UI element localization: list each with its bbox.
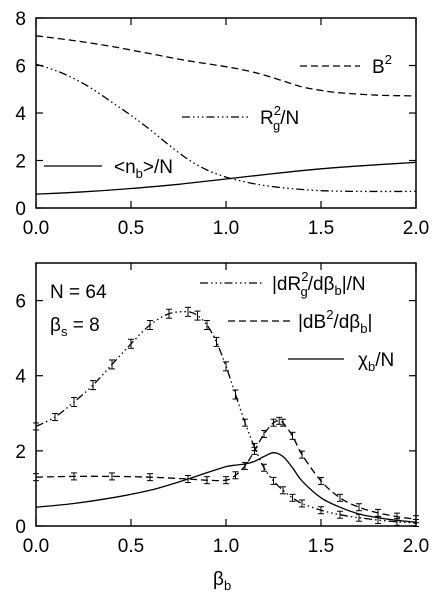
top-ticks: 0.0 0.5 1.0 1.5 2.0 0 2 4 6 8 xyxy=(15,9,429,239)
bottom-x-axis-label: βb xyxy=(213,569,231,593)
top-legend-b2: B2 xyxy=(300,52,392,78)
top-legend-nb: <nb>/N xyxy=(44,157,173,181)
bottom-xtick-label: 1.5 xyxy=(308,536,334,557)
annotation-n: N = 64 xyxy=(50,282,107,303)
bottom-ytick-label: 2 xyxy=(15,442,26,463)
bottom-xtick-label: 0.5 xyxy=(118,536,144,557)
top-panel: 0.0 0.5 1.0 1.5 2.0 0 2 4 6 8 B2 R2 g/N <nb>/N xyxy=(15,9,429,239)
top-xtick-label: 2.0 xyxy=(403,218,429,239)
top-ytick-label: 6 xyxy=(15,57,26,78)
annotation-beta-s: βs = 8 xyxy=(50,315,100,339)
bottom-ticks: 0.0 0.5 1.0 1.5 2.0 0 2 4 6 xyxy=(15,263,429,557)
top-ytick-label: 8 xyxy=(15,9,26,30)
top-legend-rg-label: R2 g/N xyxy=(260,103,299,133)
top-xtick-label: 1.5 xyxy=(308,218,334,239)
top-xtick-label: 1.0 xyxy=(213,218,239,239)
top-ytick-label: 2 xyxy=(15,152,26,173)
top-series-2-line xyxy=(35,161,417,195)
bottom-legend-chi: χb/N xyxy=(288,350,394,374)
top-legend-rg: R2 g/N xyxy=(182,103,299,133)
top-legend-nb-label: <nb>/N xyxy=(114,157,173,181)
bottom-legend-drg: |dR2 g/dβb|/N xyxy=(200,269,366,299)
top-legend-b2-label: B2 xyxy=(372,52,392,78)
bottom-ytick-label: 0 xyxy=(15,517,26,538)
bottom-series-1-line xyxy=(35,420,417,520)
bottom-series-0-line xyxy=(35,311,417,524)
bottom-legend-drg-label: |dR2 g/dβb|/N xyxy=(272,269,366,299)
bottom-panel: 0.0 0.5 1.0 1.5 2.0 0 2 4 6 N = 64 βs = 8 |dR2 g/… xyxy=(15,262,429,593)
bottom-xtick-label: 2.0 xyxy=(403,536,429,557)
top-xtick-label: 0.5 xyxy=(118,218,144,239)
bottom-series xyxy=(33,306,419,527)
bottom-legend-db2-label: |dB2/dβb| xyxy=(298,307,372,336)
bottom-series-2-line xyxy=(35,452,417,523)
top-ytick-label: 0 xyxy=(15,199,26,220)
bottom-ytick-label: 4 xyxy=(15,367,26,388)
top-series-1-line xyxy=(35,63,417,193)
bottom-ytick-label: 6 xyxy=(15,292,26,313)
top-series-0-line xyxy=(35,35,417,97)
bottom-legend-chi-label: χb/N xyxy=(358,350,394,374)
bottom-xtick-label: 1.0 xyxy=(213,536,239,557)
bottom-legend-db2: |dB2/dβb| xyxy=(228,307,372,336)
top-series xyxy=(35,35,417,195)
top-xtick-label: 0.0 xyxy=(23,218,49,239)
bottom-xtick-label: 0.0 xyxy=(23,536,49,557)
top-ytick-label: 4 xyxy=(15,104,26,125)
